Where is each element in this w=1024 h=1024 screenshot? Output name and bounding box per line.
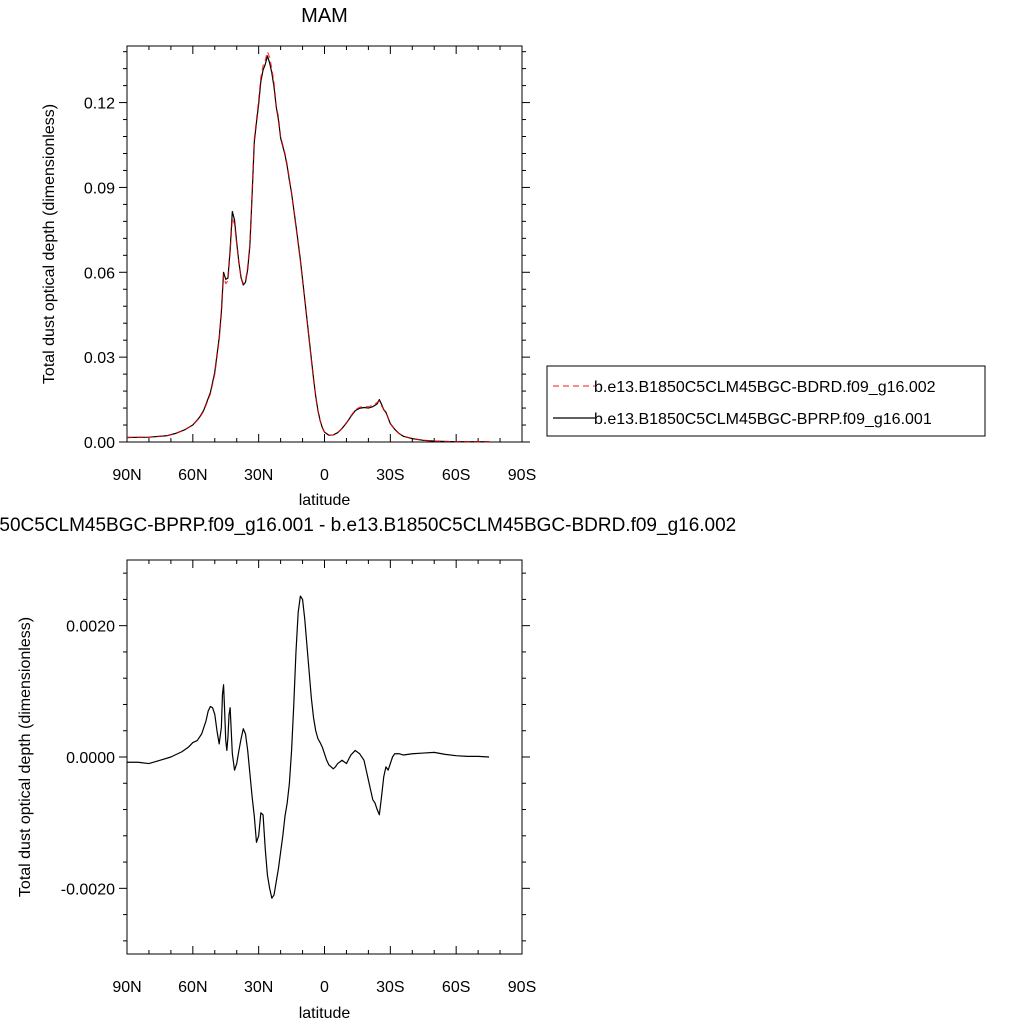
bottom-chart-title: b.e13.B1850C5CLM45BGC-BPRP.f09_g16.001 -… xyxy=(0,515,736,536)
top-y-axis-label: Total dust optical depth (dimensionless) xyxy=(41,104,58,384)
bottom-x-tick-label: 60N xyxy=(178,979,207,996)
top-x-tick-label: 0 xyxy=(320,467,329,484)
bottom-x-tick-label: 30S xyxy=(376,979,404,996)
top-x-tick-label: 60N xyxy=(178,467,207,484)
bottom-y-axis-label: Total dust optical depth (dimensionless) xyxy=(17,617,34,897)
top-chart-title: MAM xyxy=(301,5,348,27)
top-y-tick-label: 0.00 xyxy=(84,435,115,452)
bottom-x-tick-label: 90S xyxy=(508,979,536,996)
top-x-tick-label: 90S xyxy=(508,467,536,484)
top-series-line-1 xyxy=(126,51,490,443)
bottom-x-tick-label: 0 xyxy=(320,979,329,996)
top-series-line-2 xyxy=(126,55,490,443)
top-x-tick-label: 30S xyxy=(376,467,404,484)
legend-entry-2: b.e13.B1850C5CLM45BGC-BPRP.f09_g16.001 xyxy=(594,411,932,428)
top-x-tick-label: 30N xyxy=(244,467,273,484)
bottom-plot-frame xyxy=(126,559,523,955)
top-x-axis-label: latitude xyxy=(299,492,351,509)
bottom-y-tick-label: 0.0000 xyxy=(66,750,115,767)
top-y-tick-label: 0.06 xyxy=(84,265,115,282)
bottom-chart: b.e13.B1850C5CLM45BGC-BPRP.f09_g16.001 -… xyxy=(0,515,736,1022)
bottom-y-tick-label: 0.0020 xyxy=(66,619,115,636)
bottom-series-line-1 xyxy=(127,595,490,899)
top-y-tick-label: 0.09 xyxy=(84,180,115,197)
legend-entry-1: b.e13.B1850C5CLM45BGC-BDRD.f09_g16.002 xyxy=(594,379,936,396)
top-x-tick-label: 90N xyxy=(112,467,141,484)
bottom-x-axis-label: latitude xyxy=(299,1005,351,1022)
top-y-tick-label: 0.03 xyxy=(84,350,115,367)
top-y-tick-label: 0.12 xyxy=(84,96,115,113)
legend-frame xyxy=(546,365,986,437)
top-x-tick-label: 60S xyxy=(442,467,470,484)
legend: b.e13.B1850C5CLM45BGC-BDRD.f09_g16.002 b.… xyxy=(546,365,986,437)
bottom-x-tick-label: 60S xyxy=(442,979,470,996)
bottom-y-tick-label: -0.0020 xyxy=(61,881,115,898)
top-plot-frame xyxy=(126,45,523,443)
top-chart: MAM 90N 60N 30N 0 30S 60S 90S 0.00 0.03 0.06 0.09 0.… xyxy=(41,5,986,509)
bottom-x-tick-label: 30N xyxy=(244,979,273,996)
bottom-x-tick-label: 90N xyxy=(112,979,141,996)
